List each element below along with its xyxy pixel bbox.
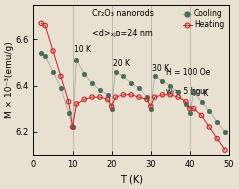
Heating [207,125,211,129]
Cooling [223,130,227,133]
Cooling [207,109,211,112]
Cooling [114,70,117,73]
Heating [110,105,114,108]
Text: 10 K: 10 K [74,45,91,54]
Heating [90,96,94,99]
Heating [129,93,133,96]
Heating [176,96,180,99]
Heating [39,22,43,25]
Cooling [59,86,63,89]
Cooling [110,107,114,110]
Heating [121,93,125,96]
Cooling [98,89,102,92]
Text: 40 K: 40 K [191,89,208,98]
Heating [145,98,149,101]
Heating [98,96,102,99]
Cooling [200,100,203,103]
Heating [149,105,153,108]
Cooling [176,91,180,94]
Heating [43,24,47,27]
Cooling [67,112,71,115]
Cooling [188,112,192,115]
Text: <d>ₓⱼᴅ=24 nm: <d>ₓⱼᴅ=24 nm [92,29,153,38]
Cooling [75,59,78,62]
Cooling [192,91,196,94]
Cooling [39,52,43,55]
Cooling [215,121,219,124]
Cooling [153,75,157,78]
Heating [223,149,227,152]
Heating [184,100,188,103]
Heating [75,102,78,105]
Heating [59,75,63,78]
Heating [215,137,219,140]
Cooling [106,93,110,96]
Cooling [121,75,125,78]
Cooling [43,54,47,57]
Heating [51,50,55,53]
Cooling [90,82,94,85]
Heating [71,125,75,129]
Heating [188,107,192,110]
Cooling [145,96,149,99]
Y-axis label: M × 10⁻³(emu/g): M × 10⁻³(emu/g) [5,41,14,118]
X-axis label: T (K): T (K) [120,174,143,184]
Cooling [137,86,141,89]
Heating [153,96,157,99]
Cooling [184,102,188,105]
Text: Cr₂O₃ nanorods: Cr₂O₃ nanorods [92,9,154,18]
Heating [161,93,164,96]
Heating [114,96,117,99]
Heating [137,96,141,99]
Legend: Cooling, Heating: Cooling, Heating [182,9,225,30]
Heating [106,98,110,101]
Cooling [149,107,153,110]
Cooling [71,125,75,129]
Heating [82,98,86,101]
Heating [67,100,71,103]
Text: H = 100 Oe: H = 100 Oe [166,68,211,77]
Heating [168,93,172,96]
Cooling [168,84,172,87]
Text: 30 K: 30 K [152,64,169,73]
Cooling [51,70,55,73]
Cooling [129,82,133,85]
Heating [192,107,196,110]
Cooling [82,73,86,76]
Text: 20 K: 20 K [113,59,130,68]
Text: wₜ= 5 hour: wₜ= 5 hour [166,87,209,96]
Heating [200,114,203,117]
Cooling [161,79,164,82]
